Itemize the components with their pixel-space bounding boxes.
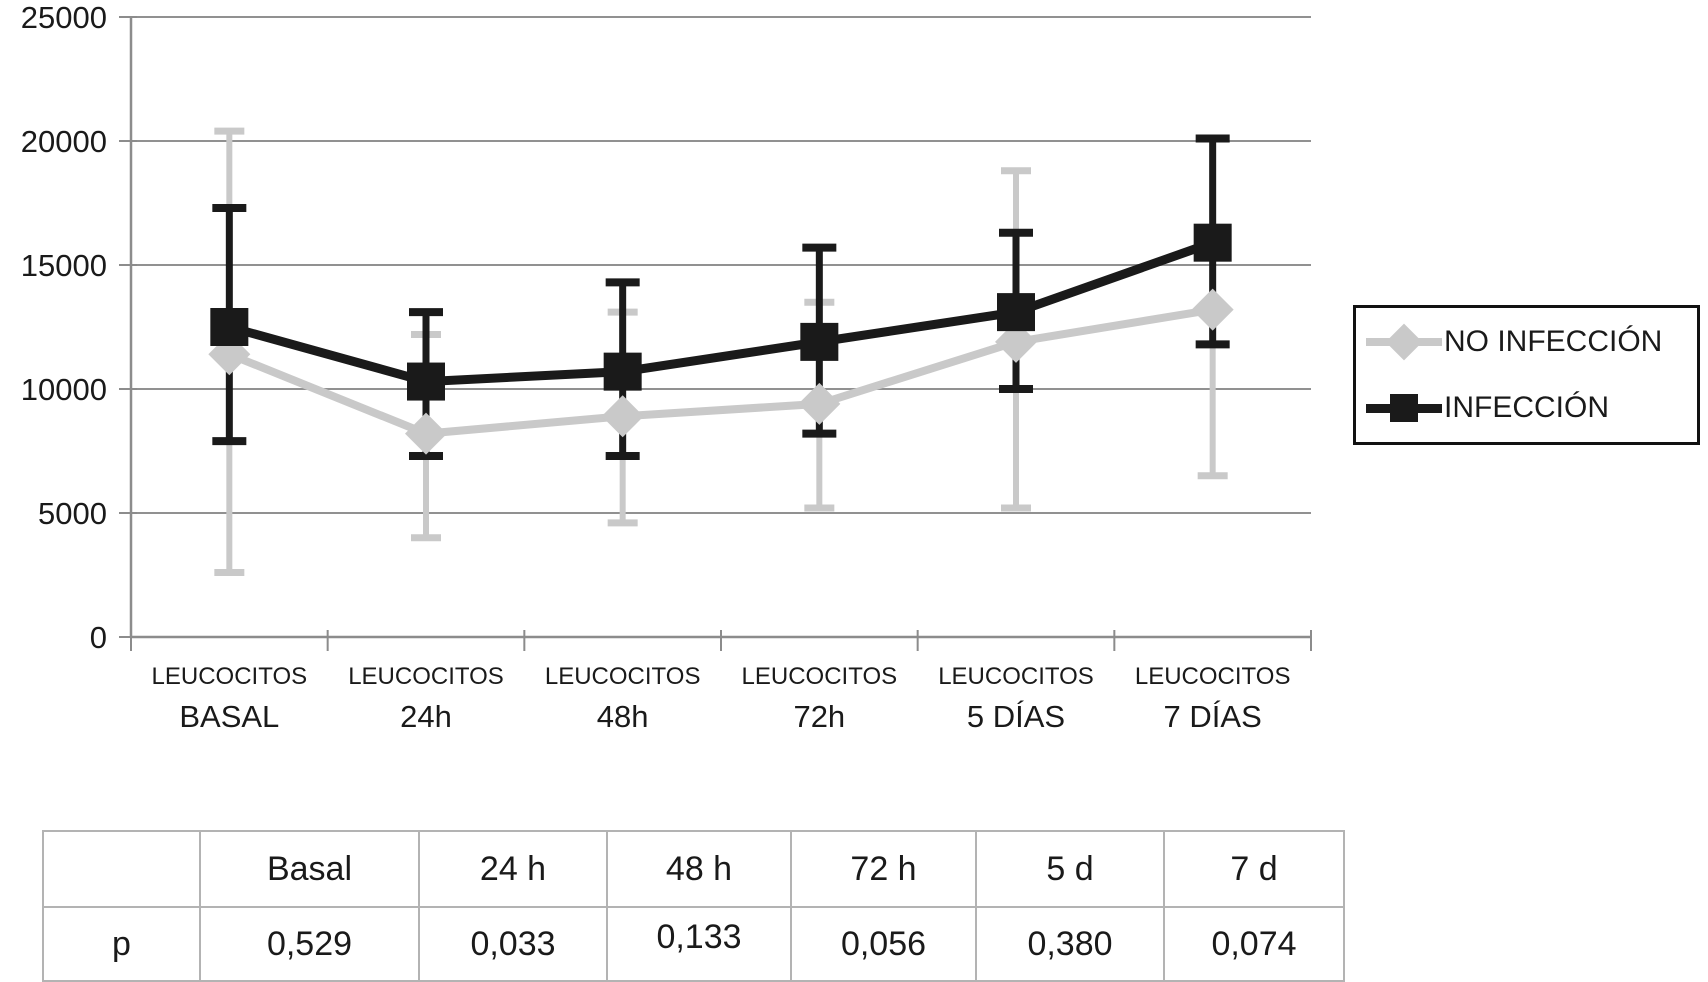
square-marker-icon — [1366, 387, 1442, 429]
y-axis-tick-label: 25000 — [21, 0, 107, 35]
x-axis-label-line2: 24h — [400, 699, 452, 734]
table-header-basal: Basal — [199, 830, 420, 908]
data-point-diamond — [601, 395, 644, 438]
y-axis-tick-label: 0 — [90, 620, 107, 655]
p-row-label: p — [42, 906, 201, 982]
table-header-row: Basal 24 h 48 h 72 h 5 d 7 d — [42, 830, 1345, 908]
data-point-diamond — [995, 320, 1037, 363]
legend-label-no-infeccion: NO INFECCIÓN — [1444, 325, 1663, 358]
table-header-72h: 72 h — [790, 830, 977, 908]
p-value-table-grid: Basal 24 h 48 h 72 h 5 d 7 d p 0,529 0,0… — [42, 830, 1345, 982]
y-axis-tick-label: 15000 — [21, 248, 107, 283]
table-header-24h: 24 h — [418, 830, 608, 908]
data-point-square — [1193, 223, 1232, 262]
chart-legend: NO INFECCIÓN INFECCIÓN — [1353, 305, 1700, 445]
p-value-72h: 0,056 — [790, 906, 977, 982]
table-header-48h: 48 h — [606, 830, 792, 908]
gray-diamond-icon — [1385, 323, 1423, 361]
diamond-marker-icon — [1366, 321, 1442, 363]
data-point-diamond — [405, 412, 447, 455]
legend-label-infeccion: INFECCIÓN — [1444, 391, 1609, 424]
data-point-square — [997, 293, 1035, 332]
p-value-5d: 0,380 — [975, 906, 1165, 982]
legend-item-infeccion: INFECCIÓN — [1356, 375, 1697, 441]
table-header-empty — [42, 830, 201, 908]
table-header-7d: 7 d — [1163, 830, 1345, 908]
table-p-row: p 0,529 0,033 0,133 0,056 0,380 0,074 — [42, 906, 1345, 982]
x-axis-label-line1: LEUCOCITOS — [1135, 663, 1291, 690]
p-value-7d: 0,074 — [1163, 906, 1345, 982]
series-line-no-infeccion — [227, 305, 1214, 438]
data-point-square — [407, 362, 445, 401]
line-chart: 0 5000 10000 15000 20000 25000 LEUCOCITOS BASAL… — [21, 0, 1312, 734]
black-square-icon — [1390, 394, 1418, 422]
y-axis-tick-label: 20000 — [21, 124, 107, 159]
x-axis-label-line1: LEUCOCITOS — [545, 663, 701, 690]
data-point-square — [800, 322, 839, 361]
x-axis-label-line2: 72h — [793, 699, 845, 734]
data-point-diamond — [1191, 288, 1234, 331]
y-axis-tick-label: 10000 — [21, 372, 107, 407]
y-axis-tick-label: 5000 — [38, 496, 107, 531]
p-value-basal: 0,529 — [199, 906, 420, 982]
x-axis-label-line2: 48h — [597, 699, 649, 734]
data-point-diamond — [798, 382, 841, 425]
data-point-square — [603, 352, 642, 391]
p-value-24h: 0,033 — [418, 906, 608, 982]
x-axis-label-line2: 7 DÍAS — [1164, 699, 1262, 734]
table-header-5d: 5 d — [975, 830, 1165, 908]
x-axis-label-line1: LEUCOCITOS — [938, 663, 1094, 690]
x-axis-label-line1: LEUCOCITOS — [348, 663, 504, 690]
x-axis-label-line1: LEUCOCITOS — [152, 663, 308, 690]
data-point-square — [210, 308, 249, 346]
legend-item-no-infeccion: NO INFECCIÓN — [1356, 309, 1697, 375]
x-axis-label-line2: BASAL — [179, 699, 279, 734]
series-line-infeccion — [228, 238, 1215, 387]
p-value-table: Basal 24 h 48 h 72 h 5 d 7 d p 0,529 0,0… — [42, 830, 1345, 982]
x-axis-label-line1: LEUCOCITOS — [742, 663, 898, 690]
p-value-48h: 0,133 — [606, 906, 792, 982]
x-axis-label-line2: 5 DÍAS — [967, 699, 1065, 734]
